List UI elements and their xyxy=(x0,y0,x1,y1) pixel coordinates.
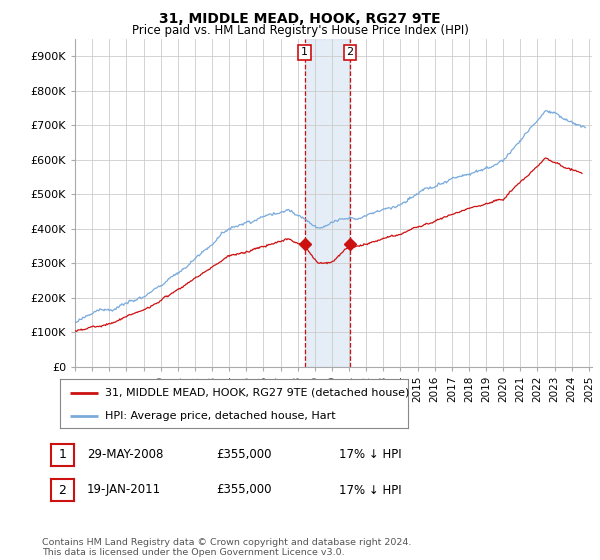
Text: £355,000: £355,000 xyxy=(216,448,271,461)
Text: 29-MAY-2008: 29-MAY-2008 xyxy=(87,448,163,461)
Text: 1: 1 xyxy=(301,48,308,57)
Text: 17% ↓ HPI: 17% ↓ HPI xyxy=(339,483,401,497)
Text: Contains HM Land Registry data © Crown copyright and database right 2024.
This d: Contains HM Land Registry data © Crown c… xyxy=(42,538,412,557)
Text: 2: 2 xyxy=(346,48,353,57)
Text: 31, MIDDLE MEAD, HOOK, RG27 9TE: 31, MIDDLE MEAD, HOOK, RG27 9TE xyxy=(159,12,441,26)
Text: 2: 2 xyxy=(58,483,67,497)
Text: 17% ↓ HPI: 17% ↓ HPI xyxy=(339,448,401,461)
Text: 31, MIDDLE MEAD, HOOK, RG27 9TE (detached house): 31, MIDDLE MEAD, HOOK, RG27 9TE (detache… xyxy=(105,388,410,398)
Text: £355,000: £355,000 xyxy=(216,483,271,497)
Text: HPI: Average price, detached house, Hart: HPI: Average price, detached house, Hart xyxy=(105,410,336,421)
Text: 1: 1 xyxy=(58,448,67,461)
Text: 19-JAN-2011: 19-JAN-2011 xyxy=(87,483,161,497)
Bar xyxy=(305,39,350,367)
Text: Price paid vs. HM Land Registry's House Price Index (HPI): Price paid vs. HM Land Registry's House … xyxy=(131,24,469,37)
